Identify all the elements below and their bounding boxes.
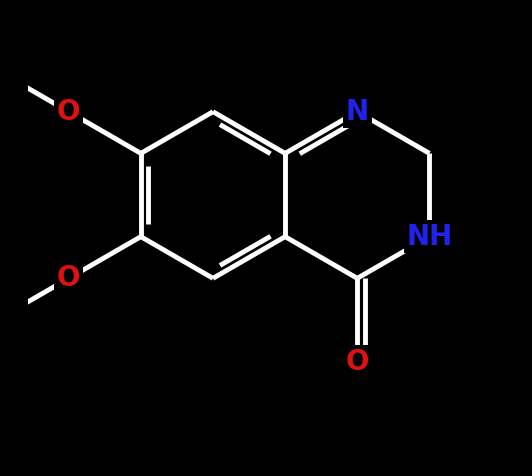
Text: O: O xyxy=(345,347,369,376)
Text: N: N xyxy=(346,98,369,126)
Text: O: O xyxy=(57,264,80,292)
Text: O: O xyxy=(57,98,80,126)
Text: NH: NH xyxy=(406,223,453,251)
